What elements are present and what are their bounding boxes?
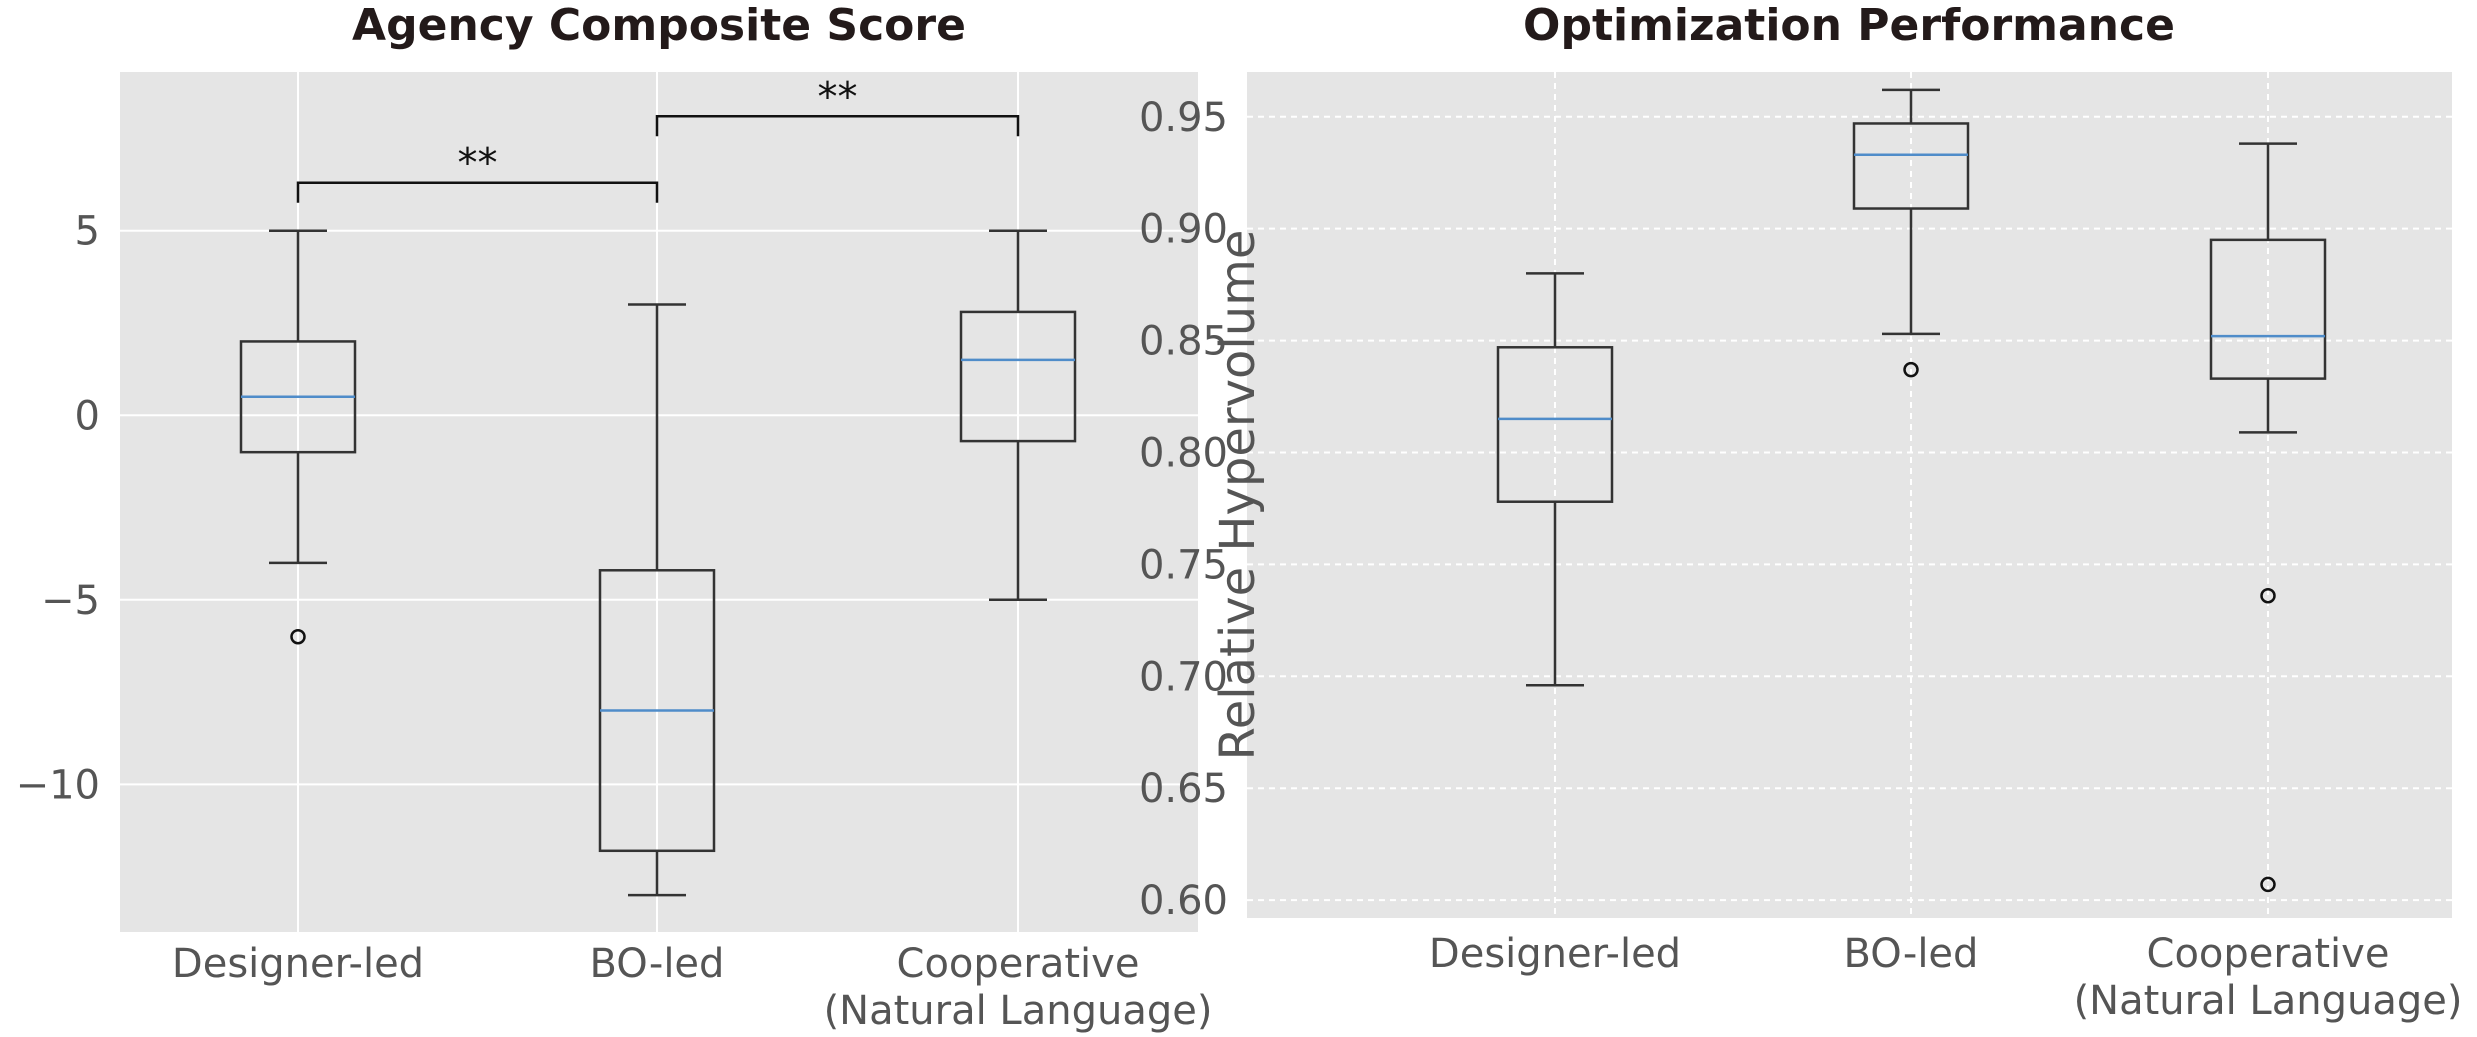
box-0 xyxy=(1496,272,1614,687)
x-category-label: Designer-led xyxy=(1429,931,1681,977)
bracket-line xyxy=(655,115,1020,137)
iqr-box xyxy=(2209,238,2327,380)
x-category-label: BO-led xyxy=(1844,931,1979,977)
x-category-label: Cooperative xyxy=(2147,931,2390,977)
box-0 xyxy=(239,229,357,645)
chart-title: Optimization Performance xyxy=(1523,0,2175,51)
outlier-point xyxy=(290,628,306,645)
y-tick-label: 0.65 xyxy=(1139,766,1228,812)
box-1 xyxy=(598,303,716,897)
iqr-box xyxy=(1496,346,1614,503)
iqr-box xyxy=(1852,122,1970,210)
y-tick-label: 0.80 xyxy=(1139,430,1228,476)
y-tick-label: 5 xyxy=(75,209,100,255)
outlier-point xyxy=(1903,361,1919,378)
box-2 xyxy=(2209,142,2327,893)
bracket-line xyxy=(296,181,659,203)
y-tick-label: 0.75 xyxy=(1139,542,1228,588)
x-category-label: BO-led xyxy=(590,941,725,987)
significance-bracket: ** xyxy=(296,141,659,203)
optimization-performance-panel: 0.95 0.90 0.85 0.80 0.75 0.70 0.65 0.60 Designer… xyxy=(1139,0,2463,1024)
x-category-label: Cooperative xyxy=(897,941,1140,987)
outlier-point xyxy=(2260,587,2276,604)
significance-bracket: ** xyxy=(655,74,1020,137)
agency-score-panel: 5 0 −5 −10 Designer-led BO-led Cooperative(Nat… xyxy=(16,0,1213,1034)
chart-title: Agency Composite Score xyxy=(352,0,966,51)
x-category-label-line2: (Natural Language) xyxy=(2074,978,2463,1024)
y-tick-label: 0 xyxy=(75,393,100,439)
x-category-label: Designer-led xyxy=(172,941,424,987)
box-1 xyxy=(1852,88,1970,378)
y-axis-label: Relative Hypervolume xyxy=(1210,230,1266,761)
plot-area xyxy=(120,72,1198,932)
significance-label: ** xyxy=(458,141,498,187)
outlier-point xyxy=(2260,876,2276,893)
iqr-box xyxy=(959,310,1077,443)
y-tick-label: 0.70 xyxy=(1139,654,1228,700)
y-tick-label: −5 xyxy=(41,578,100,624)
significance-label: ** xyxy=(818,74,858,120)
y-tick-label: 0.60 xyxy=(1139,878,1228,924)
y-tick-label: 0.85 xyxy=(1139,319,1228,365)
y-tick-label: −10 xyxy=(16,762,100,808)
y-tick-label: 0.95 xyxy=(1139,95,1228,141)
plot-area xyxy=(1247,72,2452,918)
x-category-label-line2: (Natural Language) xyxy=(824,988,1213,1034)
box-2 xyxy=(959,229,1077,602)
y-tick-label: 0.90 xyxy=(1139,207,1228,253)
